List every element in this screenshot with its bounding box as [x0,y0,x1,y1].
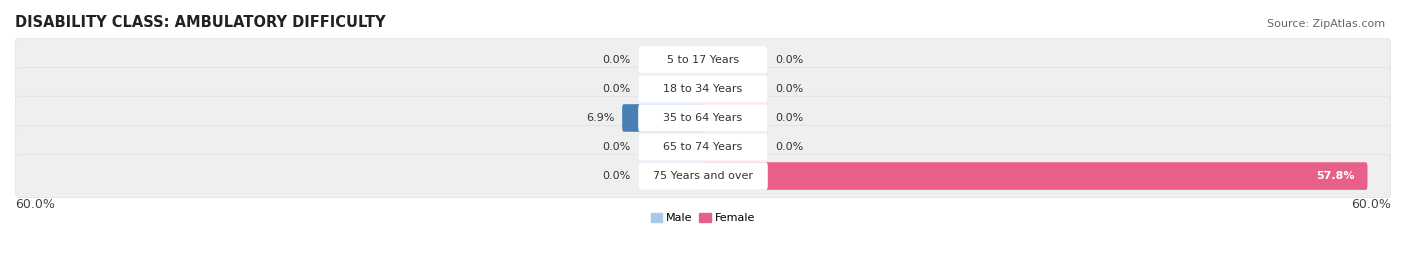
Text: 0.0%: 0.0% [603,84,631,94]
FancyBboxPatch shape [15,38,1391,82]
FancyBboxPatch shape [15,96,1391,140]
FancyBboxPatch shape [638,162,768,190]
FancyBboxPatch shape [638,75,768,103]
FancyBboxPatch shape [702,133,768,161]
FancyBboxPatch shape [702,104,768,132]
Text: 35 to 64 Years: 35 to 64 Years [664,113,742,123]
FancyBboxPatch shape [638,133,704,161]
Text: 0.0%: 0.0% [775,113,803,123]
FancyBboxPatch shape [702,162,1368,190]
Text: 0.0%: 0.0% [775,55,803,65]
Legend: Male, Female: Male, Female [647,208,759,227]
Text: 75 Years and over: 75 Years and over [652,171,754,181]
FancyBboxPatch shape [638,75,704,103]
Text: 0.0%: 0.0% [603,55,631,65]
FancyBboxPatch shape [15,125,1391,169]
Text: 0.0%: 0.0% [603,171,631,181]
FancyBboxPatch shape [638,133,768,161]
Text: 0.0%: 0.0% [603,142,631,152]
Text: 5 to 17 Years: 5 to 17 Years [666,55,740,65]
FancyBboxPatch shape [638,46,704,74]
Text: 6.9%: 6.9% [586,113,614,123]
FancyBboxPatch shape [638,162,704,190]
Text: Source: ZipAtlas.com: Source: ZipAtlas.com [1267,19,1385,29]
Text: 65 to 74 Years: 65 to 74 Years [664,142,742,152]
FancyBboxPatch shape [702,75,768,103]
FancyBboxPatch shape [638,104,768,132]
Text: 60.0%: 60.0% [15,197,55,211]
Text: 57.8%: 57.8% [1316,171,1354,181]
FancyBboxPatch shape [15,67,1391,111]
Text: DISABILITY CLASS: AMBULATORY DIFFICULTY: DISABILITY CLASS: AMBULATORY DIFFICULTY [15,15,385,30]
Text: 0.0%: 0.0% [775,84,803,94]
Text: 0.0%: 0.0% [775,142,803,152]
FancyBboxPatch shape [702,46,768,74]
FancyBboxPatch shape [15,154,1391,198]
FancyBboxPatch shape [623,104,704,132]
Text: 18 to 34 Years: 18 to 34 Years [664,84,742,94]
Text: 60.0%: 60.0% [1351,197,1391,211]
FancyBboxPatch shape [638,46,768,74]
